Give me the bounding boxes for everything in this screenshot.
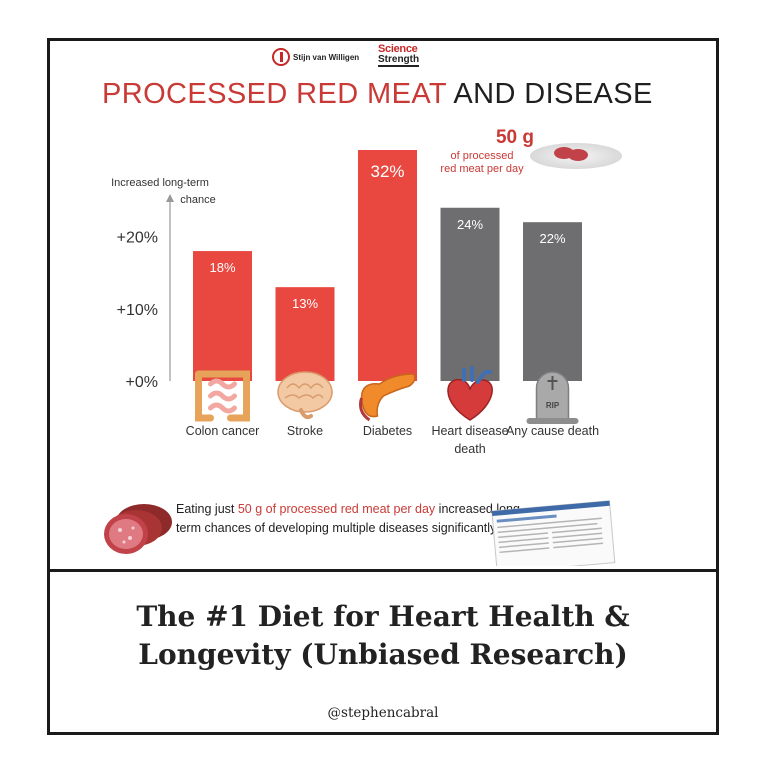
headline-part2: AND DISEASE: [453, 78, 653, 110]
summary-highlight: 50 g of processed red meat per day: [237, 502, 436, 516]
tombstone-icon: RIP: [526, 371, 579, 424]
stijn-logo-text: Stijn van Willigen: [293, 52, 360, 62]
chart-headline: PROCESSED RED MEAT AND DISEASE: [102, 78, 653, 111]
bar-any-cause-death: [523, 222, 582, 381]
note-line1: of processed: [450, 150, 514, 162]
bar-stroke: [275, 287, 335, 381]
bar-value-label: 32%: [370, 162, 404, 181]
category-label: Colon cancer: [186, 424, 260, 438]
science-strength-logo: Science Strength: [378, 43, 420, 67]
caption-line1: The #1 Diet for Heart Health &: [136, 600, 630, 633]
bar-colon-cancer: [193, 251, 252, 381]
y-tick-label: +10%: [117, 302, 158, 319]
bottom-summary: Eating just 50 g of processed red meat p…: [176, 500, 526, 538]
category-label: Heart disease: [431, 424, 508, 438]
y-axis-label-line2: chance: [180, 194, 215, 206]
category-label: Stroke: [287, 424, 323, 438]
post-caption: The #1 Diet for Heart Health & Longevity…: [50, 598, 716, 674]
category-label: Any cause death: [506, 424, 599, 438]
y-tick-label: +0%: [126, 374, 158, 391]
bar-value-label: 13%: [292, 296, 318, 311]
card-divider: [47, 569, 719, 572]
y-axis-arrow-icon: [166, 194, 174, 202]
bar-value-label: 18%: [209, 260, 235, 275]
heart-icon: [447, 366, 493, 421]
caption-line2: Longevity (Unbiased Research): [138, 638, 628, 671]
bar-diabetes: [358, 150, 417, 381]
salami-icon: [104, 504, 172, 554]
stijn-logo: Stijn van Willigen: [272, 48, 359, 66]
headline-part1: PROCESSED RED MEAT: [102, 78, 447, 110]
y-axis-label-line1: Increased long-term: [111, 177, 209, 189]
note-line2: red meat per day: [440, 163, 524, 175]
pancreas-icon: [359, 373, 416, 422]
stijn-logo-icon: [272, 48, 290, 66]
science-logo-text: Science: [378, 43, 418, 55]
research-paper-icon: [491, 500, 616, 566]
category-label: death: [454, 442, 485, 456]
intestine-icon: [195, 370, 250, 422]
tombstone-label: RIP: [546, 401, 560, 410]
bar-heart-disease-death: [440, 207, 500, 381]
y-tick-label: +20%: [117, 230, 158, 247]
summary-before: Eating just: [176, 502, 238, 516]
note-description: of processed red meat per day: [432, 150, 532, 176]
strength-logo-text: Strength: [378, 54, 420, 67]
note-amount: 50 g: [495, 127, 535, 148]
bar-value-label: 22%: [539, 231, 565, 246]
category-label: Diabetes: [363, 424, 412, 438]
author-handle: @stephencabral: [327, 705, 439, 721]
bar-value-label: 24%: [457, 217, 483, 232]
brain-icon: [277, 371, 333, 420]
plate-icon: [526, 135, 626, 173]
